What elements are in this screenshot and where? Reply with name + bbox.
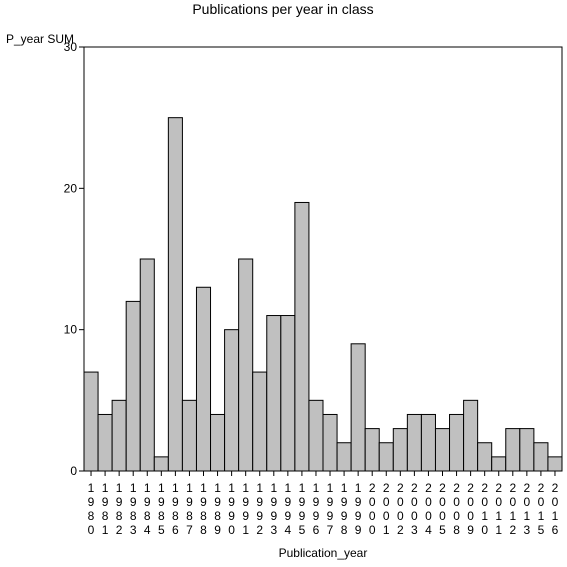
bar-1995 bbox=[294, 201, 310, 472]
bar-1996 bbox=[308, 399, 324, 472]
bar-1993 bbox=[266, 315, 282, 472]
bar-1997 bbox=[322, 413, 338, 472]
chart-title: Publications per year in class bbox=[192, 1, 373, 17]
y-axis-label: P_year SUM bbox=[6, 32, 74, 46]
y-tick-label: 30 bbox=[64, 40, 78, 54]
bar-1989 bbox=[210, 413, 226, 472]
bar-2003 bbox=[406, 413, 422, 472]
bar-1983 bbox=[125, 300, 141, 472]
bar-1981 bbox=[97, 413, 113, 472]
bar-1999 bbox=[350, 343, 366, 472]
bar-1991 bbox=[238, 258, 254, 472]
y-tick-label: 20 bbox=[64, 181, 78, 195]
bar-1990 bbox=[224, 329, 240, 472]
bar-2002 bbox=[392, 428, 408, 472]
bar-2016 bbox=[547, 456, 563, 472]
bar-1984 bbox=[139, 258, 155, 472]
bar-1998 bbox=[336, 442, 352, 472]
x-axis-label: Publication_year bbox=[279, 546, 368, 560]
bar-2009 bbox=[463, 399, 479, 472]
bar-1994 bbox=[280, 315, 296, 472]
x-axis-ticks: 1 9 8 0 1 9 8 1 1 9 8 2 1 9 8 3 1 9 8 4 1 9 8 5 1 9 8 6 1 9 8 7 1 9 8 8 1 9 8 9… bbox=[88, 471, 559, 537]
bar-2005 bbox=[434, 428, 451, 472]
bar-1980 bbox=[83, 371, 99, 472]
y-tick-label: 10 bbox=[64, 323, 78, 337]
bar-2000 bbox=[364, 428, 380, 472]
bar-2004 bbox=[420, 413, 436, 472]
bar-1987 bbox=[181, 399, 197, 472]
plot-frame bbox=[83, 46, 563, 472]
bar-2001 bbox=[378, 442, 394, 472]
bar-1992 bbox=[252, 371, 268, 472]
bar-1988 bbox=[195, 286, 212, 472]
bar-2015 bbox=[533, 442, 549, 472]
bar-1982 bbox=[111, 399, 127, 472]
bar-2013 bbox=[519, 428, 535, 472]
bar-1985 bbox=[153, 456, 169, 472]
bar-2011 bbox=[491, 456, 507, 472]
bar-2010 bbox=[477, 442, 493, 472]
bars-group bbox=[83, 117, 563, 472]
bar-1986 bbox=[167, 117, 183, 472]
y-tick-label: 0 bbox=[70, 464, 77, 478]
y-axis: 0 10 20 30 bbox=[64, 40, 84, 478]
bar-2008 bbox=[449, 413, 465, 472]
bar-2012 bbox=[505, 428, 521, 472]
